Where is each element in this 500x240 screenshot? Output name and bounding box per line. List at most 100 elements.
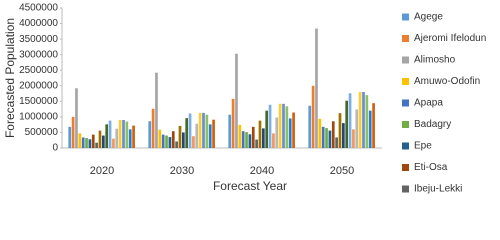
y-tick-label: 4000000 xyxy=(19,18,58,29)
legend-swatch xyxy=(402,121,409,128)
chart: Forecast Year Forecasted Population 0 500… xyxy=(3,3,486,195)
bar xyxy=(175,141,178,148)
bar xyxy=(212,119,215,148)
bar xyxy=(345,100,349,148)
bar xyxy=(258,120,262,148)
bar xyxy=(231,98,235,148)
bar xyxy=(228,114,232,148)
bar xyxy=(95,142,98,148)
y-tick-label: 500000 xyxy=(25,127,59,138)
bar xyxy=(282,103,285,148)
legend-label: Ibeju-Lekki xyxy=(414,184,462,195)
bar xyxy=(272,133,275,148)
bar xyxy=(81,137,85,148)
bar xyxy=(158,129,162,148)
legend-swatch xyxy=(402,142,409,150)
legend-label: Apapa xyxy=(414,98,443,109)
y-tick-label: 0 xyxy=(52,143,58,154)
x-tick-label: 2020 xyxy=(90,165,114,177)
bar xyxy=(241,131,245,148)
y-tick-label: 3500000 xyxy=(19,34,58,45)
y-tick-label: 1000000 xyxy=(19,112,58,123)
legend-label: Alimosho xyxy=(414,55,456,66)
bar xyxy=(132,125,135,148)
bar xyxy=(115,128,119,148)
bar xyxy=(285,106,289,148)
bar xyxy=(311,85,315,148)
bar xyxy=(105,124,109,148)
bar xyxy=(325,128,328,148)
bar xyxy=(168,137,172,148)
bar xyxy=(368,110,372,148)
bar xyxy=(268,104,272,148)
legend-label: Badagry xyxy=(414,119,451,130)
x-axis-label: Forecast Year xyxy=(213,179,287,193)
bar xyxy=(128,129,132,148)
bar xyxy=(338,113,342,148)
bar xyxy=(182,132,185,148)
bar xyxy=(161,134,165,148)
bar xyxy=(208,124,212,148)
bar xyxy=(198,112,202,148)
bar xyxy=(328,130,332,148)
bar xyxy=(348,93,352,148)
legend-swatch xyxy=(402,99,409,107)
bar xyxy=(352,129,355,148)
bar xyxy=(245,132,248,148)
bar xyxy=(165,135,168,148)
bar xyxy=(192,136,195,148)
bar xyxy=(358,92,362,148)
bar xyxy=(85,138,88,148)
bar xyxy=(125,121,129,148)
y-tick-label: 1500000 xyxy=(19,96,58,107)
bar xyxy=(122,120,125,148)
bar xyxy=(275,117,279,148)
bar xyxy=(355,109,359,148)
bar xyxy=(248,134,252,148)
bar xyxy=(75,88,78,148)
bar xyxy=(335,137,338,148)
bar xyxy=(91,134,95,148)
legend-swatch xyxy=(402,56,409,64)
legend-swatch xyxy=(402,185,409,193)
bar xyxy=(262,128,265,148)
bar xyxy=(235,53,238,148)
bar xyxy=(278,103,282,148)
bar xyxy=(188,113,192,148)
legend-swatch xyxy=(402,164,409,171)
bar xyxy=(372,103,375,148)
y-tick-label: 2000000 xyxy=(19,80,58,91)
bar xyxy=(195,123,199,148)
bar xyxy=(185,118,189,148)
bar xyxy=(71,116,75,148)
y-tick-label: 3000000 xyxy=(19,49,58,60)
y-tick-label: 4500000 xyxy=(19,3,58,14)
x-tick-label: 2050 xyxy=(330,165,354,177)
bar xyxy=(238,124,242,148)
legend-label: Amuwo-Odofin xyxy=(414,76,480,87)
bar xyxy=(68,126,72,148)
bar xyxy=(362,92,365,148)
bar xyxy=(315,28,318,148)
bar xyxy=(102,135,105,148)
legend-label: Eti-Osa xyxy=(414,162,448,173)
legend-swatch xyxy=(402,13,409,21)
bar xyxy=(178,125,182,148)
bar xyxy=(365,95,369,148)
legend-label: Agege xyxy=(414,12,443,23)
bar xyxy=(265,110,269,148)
bar xyxy=(155,72,158,148)
bar xyxy=(108,120,112,148)
bar xyxy=(255,139,258,148)
bar xyxy=(331,121,335,148)
legend-swatch xyxy=(402,35,409,42)
bar xyxy=(98,130,102,148)
x-tick-label: 2040 xyxy=(250,165,274,177)
bar xyxy=(342,123,345,148)
bar xyxy=(205,114,209,148)
bar xyxy=(88,139,92,148)
x-tick-label: 2030 xyxy=(170,165,194,177)
legend-swatch xyxy=(402,78,409,85)
bar xyxy=(202,112,205,148)
bar xyxy=(318,118,322,148)
